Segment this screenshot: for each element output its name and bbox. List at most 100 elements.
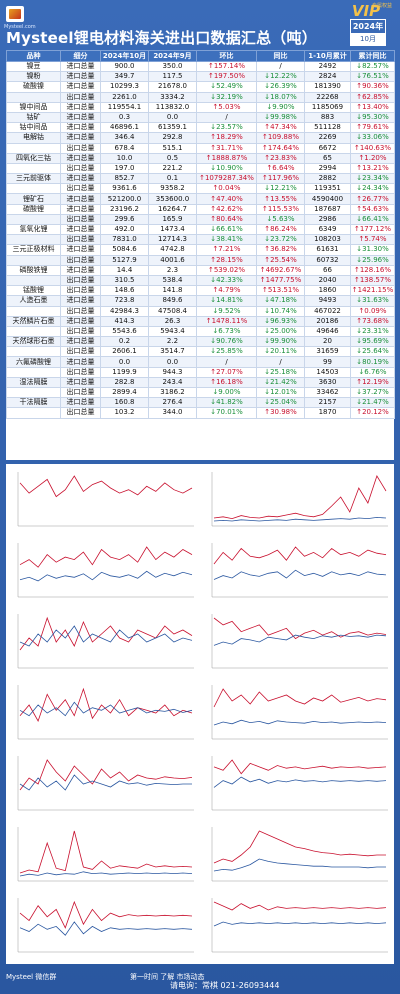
table-row: 电解钴 进口总量 346.4 292.8 ↑18.29% ↑109.88% 2269 ↓33.…: [6, 132, 395, 144]
series-line-0: [19, 900, 193, 929]
cell-sep: 243.4: [148, 376, 197, 389]
cell-ytd-yoy: ↓33.06%: [350, 132, 395, 144]
cell-subtype: 出口总量: [60, 305, 101, 317]
cell-ytd: 1185069: [304, 101, 351, 113]
chart-svg: [211, 756, 388, 811]
cell-subtype: 进口总量: [60, 60, 101, 73]
cell-oct: 299.6: [100, 213, 149, 226]
mini-chart: [202, 752, 392, 820]
cell-mom: ↑1079287.34%: [196, 173, 257, 185]
cell-yoy: ↑25.54%: [256, 254, 305, 266]
cell-subtype: 进口总量: [60, 295, 101, 307]
cell-product: [6, 234, 61, 246]
cell-ytd-yoy: ↑73.68%: [350, 315, 395, 327]
cell-mom: ↓66.61%: [196, 223, 257, 236]
cell-sep: 344.0: [148, 407, 197, 419]
series-line-1: [213, 921, 387, 927]
cell-ytd: 2157: [304, 397, 351, 409]
cell-oct: 2261.0: [100, 91, 149, 103]
cell-mom: ↓9.00%: [196, 386, 257, 399]
mini-chart: [8, 610, 198, 678]
cell-ytd-yoy: ↑140.63%: [350, 142, 395, 154]
cell-product: 碳酸锂: [6, 203, 61, 215]
cell-ytd: 467022: [304, 305, 351, 317]
cell-ytd: 181390: [304, 81, 351, 93]
mini-chart: [202, 610, 392, 678]
table-row: 出口总量 310.5 538.4 ↓42.33% ↑1477.75% 2040 ↑138.5…: [6, 274, 395, 287]
cell-ytd-yoy: ↓95.69%: [350, 336, 395, 348]
table-row: 出口总量 5127.9 4001.6 ↑28.15% ↑25.54% 60732 ↓25.9…: [6, 254, 395, 266]
cell-oct: 5127.9: [100, 254, 149, 266]
cell-yoy: ↑109.88%: [256, 132, 305, 144]
series-line-1: [213, 776, 387, 788]
cell-oct: 2606.1: [100, 346, 149, 358]
cell-oct: 148.6: [100, 285, 149, 297]
series-line-0: [213, 830, 386, 864]
chart-svg: [211, 827, 388, 882]
cell-ytd: 4590400: [304, 193, 351, 205]
cell-mom: ↑4.79%: [196, 285, 257, 297]
cell-subtype: 进口总量: [60, 223, 101, 236]
table-row: 出口总量 103.2 344.0 ↓70.01% ↑30.98% 1870 ↑20.12%: [6, 407, 395, 419]
chart-svg: [17, 898, 194, 953]
series-line-0: [19, 830, 193, 874]
chart-svg: [211, 543, 388, 598]
cell-oct: 5084.6: [100, 244, 149, 256]
cell-ytd-yoy: ↑0.09%: [350, 305, 395, 317]
cell-sep: 21678.0: [148, 81, 197, 93]
cell-subtype: 出口总量: [60, 325, 101, 338]
cell-ytd: 6672: [304, 142, 351, 154]
cell-sep: 515.1: [148, 142, 197, 154]
cell-yoy: ↑513.51%: [256, 285, 305, 297]
cell-yoy: ↑30.98%: [256, 407, 305, 419]
cell-sep: 292.8: [148, 132, 197, 144]
cell-yoy: ↑117.96%: [256, 173, 305, 185]
cell-oct: 5543.6: [100, 325, 149, 338]
cell-sep: 12714.3: [148, 234, 197, 246]
table-header-row: 品种 细分 2024年10月 2024年9月 环比 同比 1-10月累计 累计同…: [6, 50, 395, 62]
cell-sep: 61359.1: [148, 122, 197, 134]
cell-ytd-yoy: ↓66.41%: [350, 213, 395, 226]
cell-mom: /: [196, 111, 257, 124]
cell-ytd: 65: [304, 152, 351, 164]
cell-subtype: 出口总量: [60, 285, 101, 297]
cell-oct: 723.8: [100, 295, 149, 307]
cell-ytd: 2882: [304, 173, 351, 185]
cell-ytd-yoy: ↑20.12%: [350, 407, 395, 419]
cell-product: 人造石墨: [6, 295, 61, 307]
cell-subtype: 进口总量: [60, 315, 101, 327]
cell-yoy: ↑115.53%: [256, 203, 305, 215]
cell-ytd: 2492: [304, 60, 351, 73]
col-header: 环比: [196, 50, 257, 62]
cell-ytd-yoy: ↑12.19%: [350, 376, 395, 389]
cell-yoy: ↓20.11%: [256, 346, 305, 358]
cell-sep: 26.3: [148, 315, 197, 327]
cell-mom: ↑31.71%: [196, 142, 257, 154]
cell-product: 天然球形石墨: [6, 336, 61, 348]
cell-ytd: 31659: [304, 346, 351, 358]
cell-product: 镍豆: [6, 60, 61, 73]
cell-sep: 0.5: [148, 152, 197, 164]
cell-sep: 2.2: [148, 336, 197, 348]
cell-ytd-yoy: ↓37.27%: [350, 386, 395, 399]
cell-mom: ↓9.52%: [196, 305, 257, 317]
cell-sep: 0.1: [148, 173, 197, 185]
cell-subtype: 出口总量: [60, 234, 101, 246]
cell-yoy: ↑36.82%: [256, 244, 305, 256]
cell-yoy: ↑13.55%: [256, 193, 305, 205]
cell-ytd: 2269: [304, 132, 351, 144]
cell-mom: ↓14.81%: [196, 295, 257, 307]
cell-yoy: ↑47.34%: [256, 122, 305, 134]
cell-product: 磷酸铁锂: [6, 264, 61, 276]
mini-chart: [202, 468, 392, 536]
cell-product: [6, 162, 61, 175]
footer-contact: 请电询：常棋 021-26093444: [170, 981, 280, 990]
cell-sep: 141.8: [148, 285, 197, 297]
table-row: 钴矿 进口总量 0.3 0.0/↓99.98% 883 ↓95.30%: [6, 111, 395, 124]
table-row: 磷酸铁锂 进口总量 14.4 2.3 ↑539.02% ↑4692.67% 66 ↑128.1…: [6, 264, 395, 276]
cell-oct: 10299.3: [100, 81, 149, 93]
mini-chart: [8, 752, 198, 820]
cell-sep: 849.6: [148, 295, 197, 307]
cell-subtype: 进口总量: [60, 132, 101, 144]
cell-yoy: ↓25.04%: [256, 397, 305, 409]
